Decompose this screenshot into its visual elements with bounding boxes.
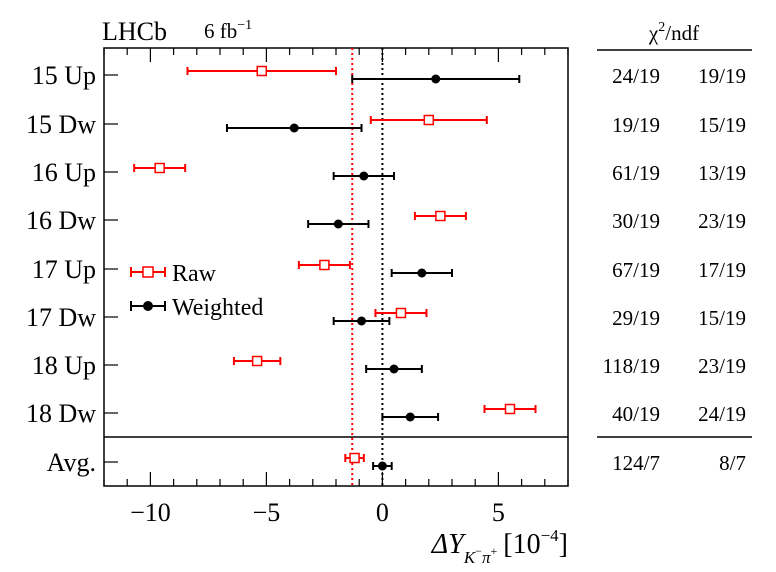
category-label: 15 Up bbox=[32, 61, 96, 90]
data-point-raw bbox=[423, 114, 435, 126]
category-label: 17 Dw bbox=[26, 303, 96, 332]
legend-weighted-marker bbox=[143, 301, 153, 311]
data-point-weighted bbox=[289, 123, 299, 133]
category-label: 15 Dw bbox=[26, 110, 96, 139]
chi2-weighted-value: 15/19 bbox=[698, 306, 746, 330]
chi2-weighted-value: 13/19 bbox=[698, 161, 746, 185]
luminosity-text: 6 fb bbox=[204, 19, 237, 43]
data-point-raw bbox=[154, 162, 165, 174]
category-label: 16 Up bbox=[32, 158, 96, 187]
data-point-weighted bbox=[377, 461, 387, 471]
legend-raw-label: Raw bbox=[172, 261, 217, 287]
chi2-raw-value: 29/19 bbox=[612, 306, 660, 330]
data-point-weighted bbox=[389, 364, 399, 374]
chi2-weighted-value: 23/19 bbox=[698, 209, 746, 233]
data-point-raw bbox=[395, 307, 407, 319]
legend-weighted-label: Weighted bbox=[172, 295, 263, 321]
data-point-weighted bbox=[359, 171, 369, 181]
experiment-label: LHCb bbox=[102, 17, 167, 46]
data-point-raw bbox=[435, 210, 446, 222]
chi2-raw-value: 61/19 bbox=[612, 161, 660, 185]
x-axis-label: ΔYK−π+ [10−4] bbox=[431, 526, 568, 567]
chi2-weighted-value: 15/19 bbox=[698, 113, 746, 137]
category-label: 18 Dw bbox=[26, 399, 96, 428]
x-tick-label: 0 bbox=[376, 498, 389, 527]
chi2-weighted-value: 17/19 bbox=[698, 258, 746, 282]
chi2-weighted-value: 24/19 bbox=[698, 402, 746, 426]
chi2-weighted-value: 19/19 bbox=[698, 64, 746, 88]
chi2-header: χ2/ndf bbox=[648, 20, 699, 45]
luminosity-label: 6 fb−1 bbox=[204, 18, 252, 43]
data-point-weighted bbox=[333, 219, 343, 229]
chi2-raw-value: 30/19 bbox=[612, 209, 660, 233]
data-point-raw bbox=[256, 65, 268, 77]
chi2-raw-value: 24/19 bbox=[612, 64, 660, 88]
category-label: 17 Up bbox=[32, 255, 96, 284]
chi2-raw-value: 118/19 bbox=[602, 354, 660, 378]
luminosity-exponent: −1 bbox=[237, 18, 252, 33]
chi2-raw-value: 40/19 bbox=[612, 402, 660, 426]
x-tick-label: −10 bbox=[130, 498, 171, 527]
data-point-raw bbox=[251, 355, 263, 367]
data-point-raw bbox=[349, 452, 360, 464]
chi2-weighted-value: 8/7 bbox=[719, 451, 746, 475]
data-point-weighted bbox=[417, 268, 427, 278]
data-point-weighted bbox=[357, 316, 367, 326]
category-label: Avg. bbox=[47, 448, 96, 477]
chi2-weighted-value: 23/19 bbox=[698, 354, 746, 378]
legend-raw-marker bbox=[142, 266, 154, 278]
data-point-raw bbox=[504, 403, 516, 415]
data-point-raw bbox=[319, 259, 330, 271]
category-label: 16 Dw bbox=[26, 206, 96, 235]
chi2-raw-value: 19/19 bbox=[612, 113, 660, 137]
x-tick-label: −5 bbox=[253, 498, 281, 527]
data-point-weighted bbox=[405, 412, 415, 422]
chi2-raw-value: 124/7 bbox=[612, 451, 660, 475]
legend: Raw Weighted bbox=[130, 261, 263, 321]
data-point-weighted bbox=[431, 74, 441, 84]
chi2-raw-value: 67/19 bbox=[612, 258, 660, 282]
x-tick-label: 5 bbox=[492, 498, 505, 527]
category-label: 18 Up bbox=[32, 351, 96, 380]
